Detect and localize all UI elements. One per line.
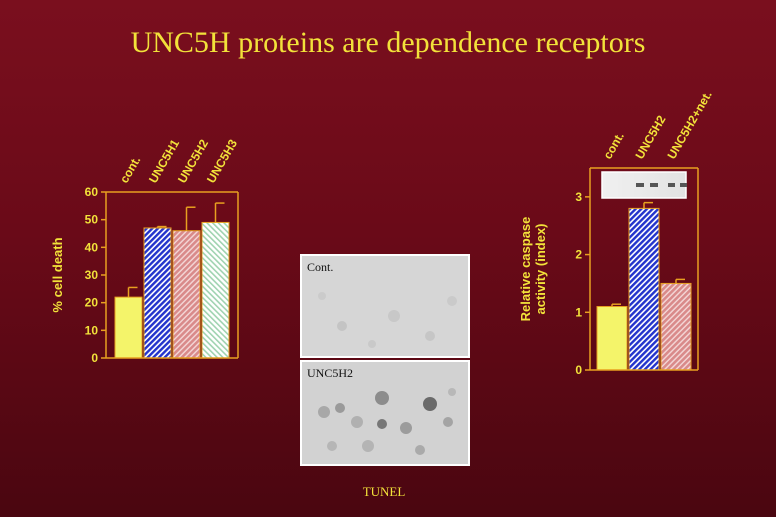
y-tick-label: 0 <box>91 351 98 365</box>
micrograph-unc5h2-label: UNC5H2 <box>307 366 354 380</box>
bar-unc5h2 <box>172 230 201 359</box>
category-label: cont. <box>117 154 143 186</box>
micrograph-control-label: Cont. <box>307 260 334 274</box>
micrograph-control-image <box>302 256 468 356</box>
blot-band <box>650 183 658 187</box>
bar-unc5h2-net <box>660 282 692 371</box>
y-tick-label: 10 <box>85 323 99 337</box>
blot-band <box>668 183 675 187</box>
y-tick-label: 30 <box>85 268 99 282</box>
y-tick-label: 60 <box>85 185 99 199</box>
bar-cont <box>596 306 628 371</box>
y-axis-label: activity (index) <box>533 223 548 314</box>
blot-band <box>680 183 687 187</box>
y-tick-label: 1 <box>575 305 582 319</box>
y-axis-label: % cell death <box>50 237 65 312</box>
y-tick-label: 0 <box>575 363 582 377</box>
y-tick-label: 20 <box>85 296 99 310</box>
y-axis-label: Relative caspase <box>518 217 533 322</box>
micrograph-control: Cont. <box>300 254 470 358</box>
bar-unc5h2 <box>628 207 660 371</box>
bar-cont <box>114 296 143 359</box>
y-tick-label: 50 <box>85 213 99 227</box>
micrograph-unc5h2: UNC5H2 <box>300 360 470 466</box>
slide-title: UNC5H proteins are dependence receptors <box>130 26 646 59</box>
category-label: cont. <box>600 130 626 162</box>
category-label: UNC5H2 <box>632 113 668 162</box>
y-tick-label: 3 <box>575 190 582 204</box>
tunel-caption: TUNEL <box>362 484 406 499</box>
bar-unc5h1 <box>143 227 172 359</box>
micrograph-unc5h2-image <box>302 362 468 464</box>
bar-unc5h3 <box>201 221 230 359</box>
blot-band <box>636 183 644 187</box>
category-label: UNC5H2+net. <box>664 88 714 161</box>
y-tick-label: 2 <box>575 248 582 262</box>
y-tick-label: 40 <box>85 240 99 254</box>
